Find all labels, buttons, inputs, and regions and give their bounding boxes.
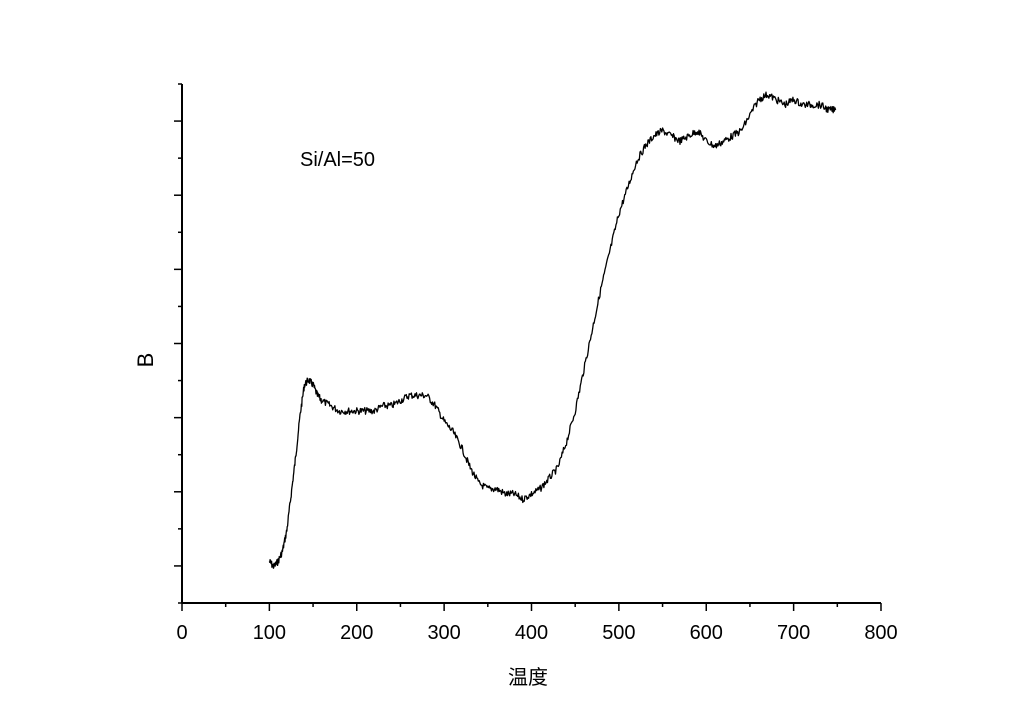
x-axis-ticks (181, 603, 882, 611)
x-tick-label: 0 (176, 622, 187, 644)
x-axis-tick-labels: 0 100 200 300 400 500 600 700 800 (176, 622, 897, 644)
x-tick-label: 700 (777, 622, 810, 644)
x-tick-label: 400 (515, 622, 548, 644)
y-axis-ticks (174, 83, 182, 604)
x-tick-label: 300 (427, 622, 460, 644)
x-tick-label: 200 (340, 622, 373, 644)
x-tick-label: 800 (864, 622, 897, 644)
x-tick-label: 100 (253, 622, 286, 644)
y-axis-title: B (133, 353, 158, 368)
x-tick-label: 600 (690, 622, 723, 644)
annotation-label: Si/Al=50 (300, 149, 375, 171)
x-axis-title: 温度 (508, 665, 548, 689)
axes: 0 100 200 300 400 500 600 700 800 (174, 83, 898, 644)
series-line (268, 91, 837, 569)
x-tick-label: 500 (602, 622, 635, 644)
